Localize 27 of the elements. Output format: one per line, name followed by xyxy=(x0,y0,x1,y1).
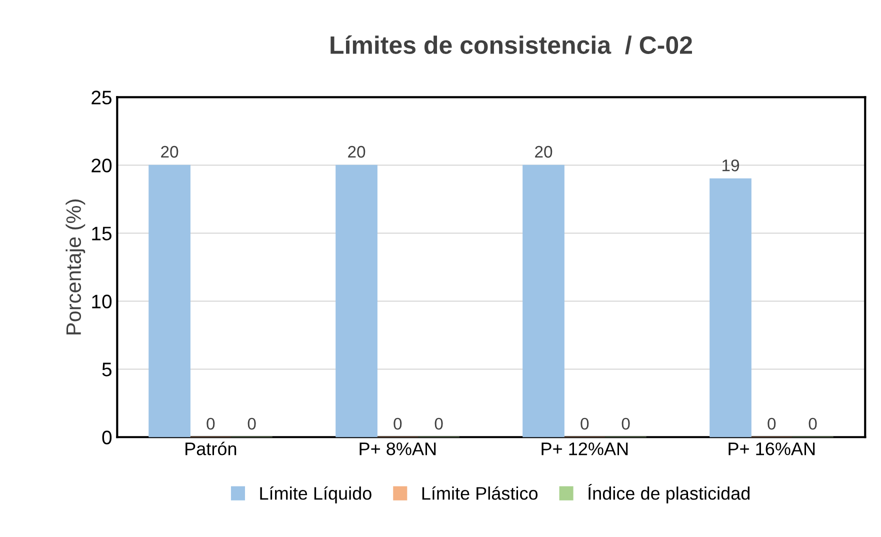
legend-label: Límite Plástico xyxy=(422,486,538,500)
data-label: 0 xyxy=(622,418,630,430)
data-label: 0 xyxy=(394,418,402,430)
chart-title: Límites de consistencia / C-02 xyxy=(330,35,692,54)
data-label: 0 xyxy=(808,418,817,430)
y-axis-title: Porcentaje (%) xyxy=(66,200,86,334)
data-label: 20 xyxy=(535,146,552,158)
data-label: 20 xyxy=(348,146,366,158)
data-label: 0 xyxy=(580,418,589,430)
y-tick-label: 15 xyxy=(92,226,112,240)
y-tick-label: 5 xyxy=(102,362,112,376)
x-tick-label: Patrón xyxy=(186,442,236,456)
y-tick-label: 10 xyxy=(92,294,112,308)
legend-label: Índice de plasticidad xyxy=(588,484,750,504)
x-tick-label: P+ 8%AN xyxy=(360,442,436,456)
data-label: 0 xyxy=(248,418,256,430)
data-label: 0 xyxy=(206,418,215,430)
legend-label: Límite Líquido xyxy=(260,486,372,504)
y-tick-label: 20 xyxy=(92,158,112,172)
x-tick-label: P+ 12%AN xyxy=(542,442,628,456)
x-tick-label: P+ 16%AN xyxy=(728,442,815,456)
data-label: 0 xyxy=(434,418,443,430)
y-tick-label: 25 xyxy=(92,90,112,104)
data-label: 20 xyxy=(161,146,178,158)
data-label: 0 xyxy=(768,418,776,430)
y-tick-label: 0 xyxy=(102,430,112,444)
data-label: 19 xyxy=(722,160,739,172)
